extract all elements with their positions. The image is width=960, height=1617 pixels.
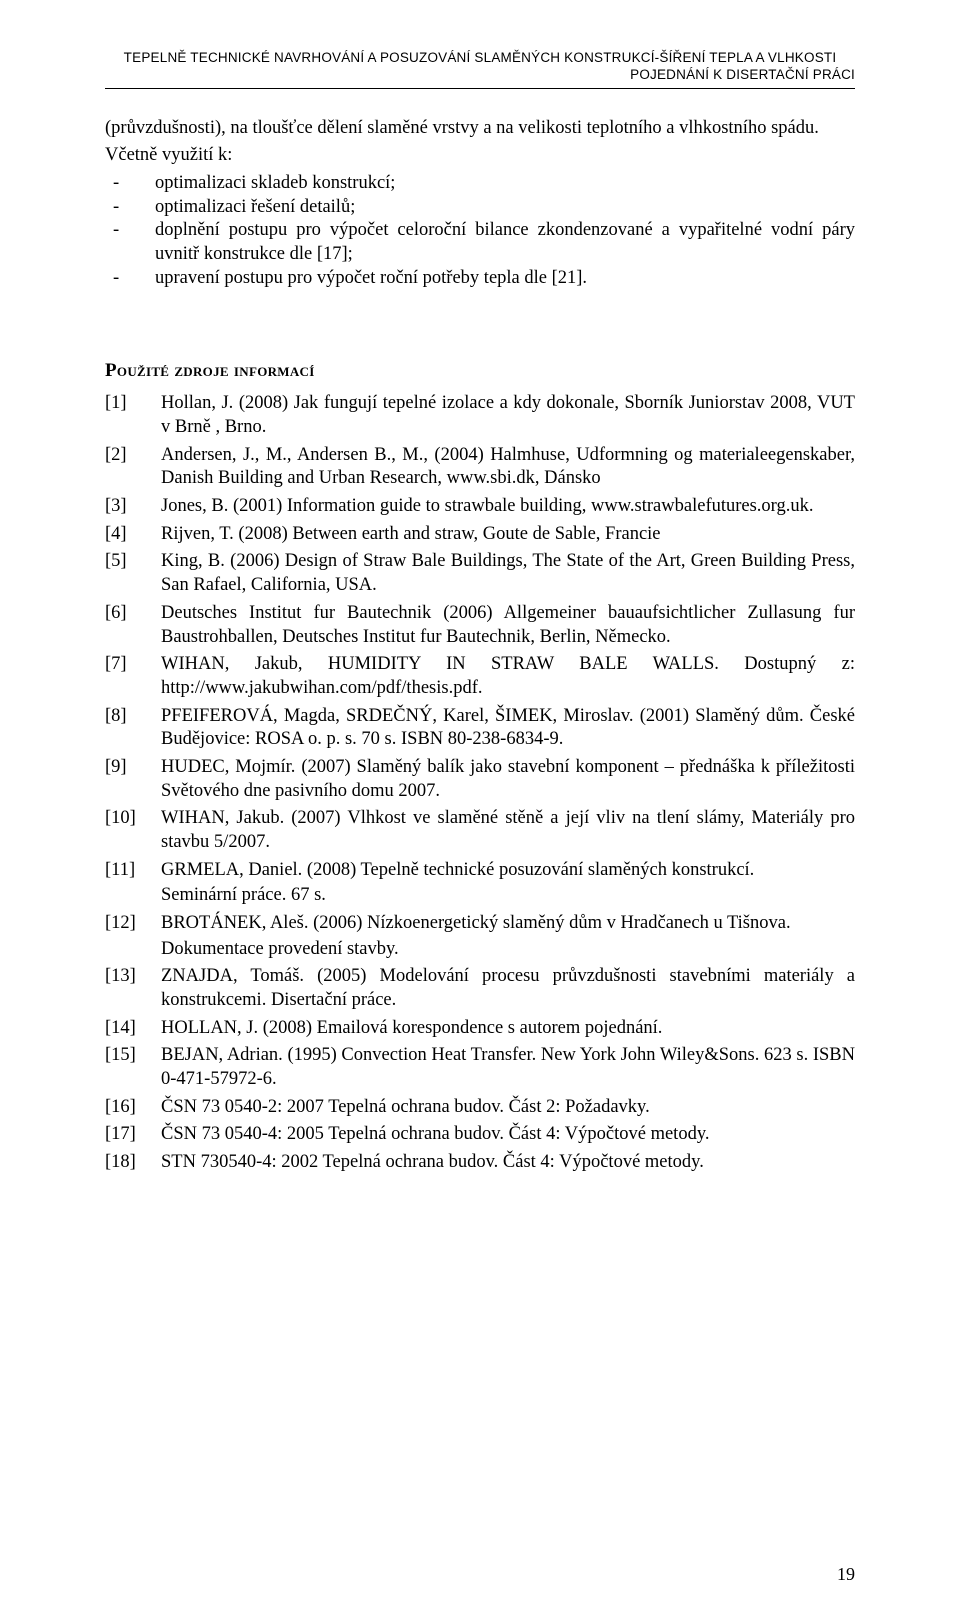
reference-item: [13]ZNAJDA, Tomáš. (2005) Modelování pro… [105,965,855,1012]
reference-text: WIHAN, Jakub, HUMIDITY IN STRAW BALE WAL… [161,653,855,700]
bullet-item: - upravení postupu pro výpočet roční pot… [105,267,855,291]
reference-item: [4]Rijven, T. (2008) Between earth and s… [105,523,855,547]
bullet-text: doplnění postupu pro výpočet celoroční b… [155,219,855,266]
reference-text: HUDEC, Mojmír. (2007) Slaměný balík jako… [161,756,855,803]
reference-item: [8]PFEIFEROVÁ, Magda, SRDEČNÝ, Karel, ŠI… [105,705,855,752]
reference-text-sub: Seminární práce. 67 s. [161,884,855,908]
running-header-line1: TEPELNĚ TECHNICKÉ NAVRHOVÁNÍ A POSUZOVÁN… [124,50,837,65]
reference-number: [5] [105,550,161,597]
page-container: TEPELNĚ TECHNICKÉ NAVRHOVÁNÍ A POSUZOVÁN… [0,0,960,1617]
reference-text: Andersen, J., M., Andersen B., M., (2004… [161,444,855,491]
reference-item: [12]BROTÁNEK, Aleš. (2006) Nízkoenergeti… [105,912,855,961]
reference-number: [16] [105,1096,161,1120]
reference-text: ČSN 73 0540-4: 2005 Tepelná ochrana budo… [161,1123,855,1147]
reference-number: [3] [105,495,161,519]
reference-text-main: BROTÁNEK, Aleš. (2006) Nízkoenergetický … [161,913,791,933]
reference-number: [14] [105,1017,161,1041]
reference-item: [14]HOLLAN, J. (2008) Emailová korespond… [105,1017,855,1041]
reference-number: [11] [105,859,161,908]
reference-number: [9] [105,756,161,803]
intro-paragraph: (průvzdušnosti), na tloušťce dělení slam… [105,117,855,141]
body-text-block: (průvzdušnosti), na tloušťce dělení slam… [105,117,855,291]
bullet-dash-icon: - [105,196,155,220]
reference-number: [6] [105,602,161,649]
bullet-item: - optimalizaci řešení detailů; [105,196,855,220]
reference-text-main: GRMELA, Daniel. (2008) Tepelně technické… [161,860,754,880]
reference-item: [3]Jones, B. (2001) Information guide to… [105,495,855,519]
reference-item: [7]WIHAN, Jakub, HUMIDITY IN STRAW BALE … [105,653,855,700]
reference-text-sub: Dokumentace provedení stavby. [161,938,855,962]
reference-item: [11]GRMELA, Daniel. (2008) Tepelně techn… [105,859,855,908]
reference-text: GRMELA, Daniel. (2008) Tepelně technické… [161,859,855,908]
bullet-list: - optimalizaci skladeb konstrukcí; - opt… [105,172,855,290]
reference-text: PFEIFEROVÁ, Magda, SRDEČNÝ, Karel, ŠIMEK… [161,705,855,752]
reference-text: Hollan, J. (2008) Jak fungují tepelné iz… [161,392,855,439]
reference-number: [4] [105,523,161,547]
reference-item: [15]BEJAN, Adrian. (1995) Convection Hea… [105,1044,855,1091]
bullet-dash-icon: - [105,219,155,266]
bullet-dash-icon: - [105,172,155,196]
reference-text: STN 730540-4: 2002 Tepelná ochrana budov… [161,1151,855,1175]
reference-number: [1] [105,392,161,439]
reference-item: [16]ČSN 73 0540-2: 2007 Tepelná ochrana … [105,1096,855,1120]
reference-number: [10] [105,807,161,854]
reference-item: [10]WIHAN, Jakub. (2007) Vlhkost ve slam… [105,807,855,854]
reference-text: ČSN 73 0540-2: 2007 Tepelná ochrana budo… [161,1096,855,1120]
reference-text: BROTÁNEK, Aleš. (2006) Nízkoenergetický … [161,912,855,961]
reference-item: [2]Andersen, J., M., Andersen B., M., (2… [105,444,855,491]
reference-text: BEJAN, Adrian. (1995) Convection Heat Tr… [161,1044,855,1091]
reference-item: [5]King, B. (2006) Design of Straw Bale … [105,550,855,597]
reference-text: WIHAN, Jakub. (2007) Vlhkost ve slaměné … [161,807,855,854]
reference-item: [6]Deutsches Institut fur Bautechnik (20… [105,602,855,649]
bullet-text: optimalizaci řešení detailů; [155,196,855,220]
reference-item: [18]STN 730540-4: 2002 Tepelná ochrana b… [105,1151,855,1175]
reference-text: Deutsches Institut fur Bautechnik (2006)… [161,602,855,649]
reference-text: Jones, B. (2001) Information guide to st… [161,495,855,519]
reference-number: [7] [105,653,161,700]
reference-number: [8] [105,705,161,752]
reference-number: [2] [105,444,161,491]
reference-text: King, B. (2006) Design of Straw Bale Bui… [161,550,855,597]
reference-text: Rijven, T. (2008) Between earth and stra… [161,523,855,547]
page-number: 19 [837,1564,855,1585]
reference-text: ZNAJDA, Tomáš. (2005) Modelování procesu… [161,965,855,1012]
reference-number: [17] [105,1123,161,1147]
reference-item: [17]ČSN 73 0540-4: 2005 Tepelná ochrana … [105,1123,855,1147]
running-header: TEPELNĚ TECHNICKÉ NAVRHOVÁNÍ A POSUZOVÁN… [105,50,855,89]
reference-number: [18] [105,1151,161,1175]
bullet-dash-icon: - [105,267,155,291]
reference-text: HOLLAN, J. (2008) Emailová korespondence… [161,1017,855,1041]
reference-item: [1]Hollan, J. (2008) Jak fungují tepelné… [105,392,855,439]
references-list: [1]Hollan, J. (2008) Jak fungují tepelné… [105,392,855,1174]
reference-number: [12] [105,912,161,961]
reference-number: [13] [105,965,161,1012]
reference-item: [9]HUDEC, Mojmír. (2007) Slaměný balík j… [105,756,855,803]
bullet-item: - doplnění postupu pro výpočet celoroční… [105,219,855,266]
bullet-item: - optimalizaci skladeb konstrukcí; [105,172,855,196]
bullet-text: optimalizaci skladeb konstrukcí; [155,172,855,196]
reference-number: [15] [105,1044,161,1091]
bullet-text: upravení postupu pro výpočet roční potře… [155,267,855,291]
running-header-line2: POJEDNÁNÍ K DISERTAČNÍ PRÁCI [105,67,855,84]
intro-lead: Včetně využití k: [105,144,855,168]
references-heading: Použité zdroje informací [105,360,855,382]
